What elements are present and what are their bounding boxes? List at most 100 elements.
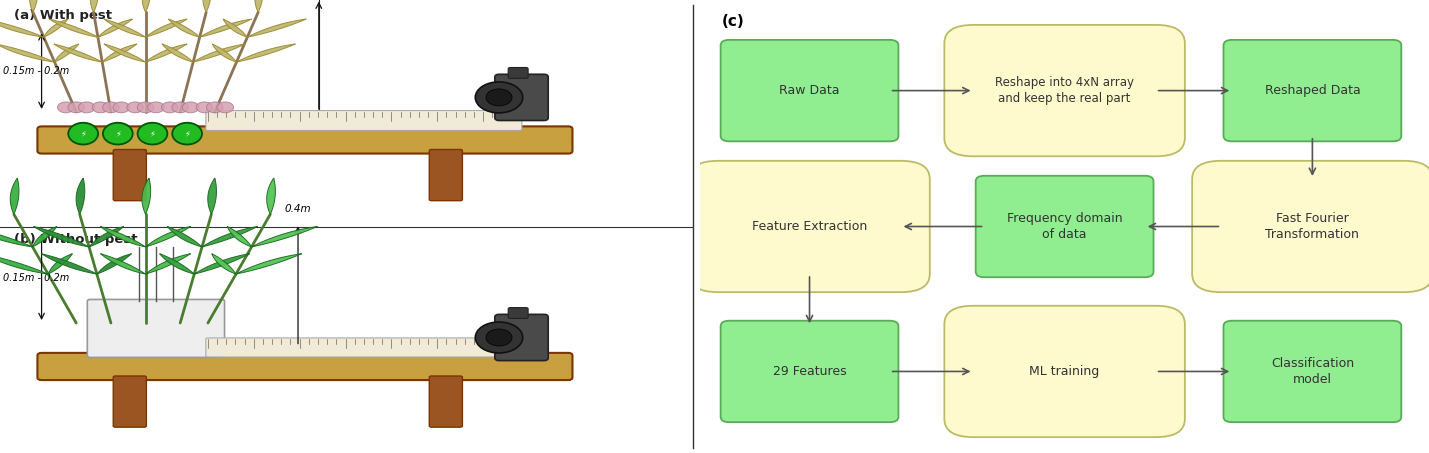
FancyBboxPatch shape xyxy=(429,376,463,427)
Circle shape xyxy=(486,89,512,106)
PathPatch shape xyxy=(103,44,137,62)
PathPatch shape xyxy=(237,44,296,62)
PathPatch shape xyxy=(167,226,201,247)
Circle shape xyxy=(183,102,199,113)
Circle shape xyxy=(93,102,109,113)
PathPatch shape xyxy=(143,0,150,12)
PathPatch shape xyxy=(207,178,216,214)
FancyBboxPatch shape xyxy=(1223,321,1402,422)
Text: Reshaped Data: Reshaped Data xyxy=(1265,84,1360,97)
FancyBboxPatch shape xyxy=(206,338,522,357)
FancyBboxPatch shape xyxy=(976,176,1153,277)
Text: ⚡: ⚡ xyxy=(150,129,156,138)
PathPatch shape xyxy=(0,19,44,37)
FancyBboxPatch shape xyxy=(37,353,573,380)
PathPatch shape xyxy=(54,44,103,62)
PathPatch shape xyxy=(201,226,257,247)
PathPatch shape xyxy=(89,226,124,247)
Text: (a) With pest: (a) With pest xyxy=(14,9,111,22)
FancyBboxPatch shape xyxy=(720,321,899,422)
Text: Fast Fourier
Transformation: Fast Fourier Transformation xyxy=(1266,212,1359,241)
PathPatch shape xyxy=(146,254,190,274)
Text: 0.4m: 0.4m xyxy=(284,204,312,214)
PathPatch shape xyxy=(141,178,150,214)
Text: 29 Features: 29 Features xyxy=(773,365,846,378)
PathPatch shape xyxy=(169,19,200,37)
FancyBboxPatch shape xyxy=(37,126,573,154)
Ellipse shape xyxy=(173,123,201,145)
PathPatch shape xyxy=(236,254,302,274)
FancyBboxPatch shape xyxy=(509,308,529,318)
PathPatch shape xyxy=(203,0,211,12)
PathPatch shape xyxy=(193,44,246,62)
PathPatch shape xyxy=(146,44,187,62)
PathPatch shape xyxy=(99,19,133,37)
FancyBboxPatch shape xyxy=(1223,40,1402,141)
PathPatch shape xyxy=(223,19,247,37)
PathPatch shape xyxy=(49,254,73,274)
Circle shape xyxy=(69,102,84,113)
Text: (c): (c) xyxy=(722,14,745,29)
Circle shape xyxy=(476,322,523,353)
FancyBboxPatch shape xyxy=(494,314,549,361)
PathPatch shape xyxy=(211,254,236,274)
PathPatch shape xyxy=(267,178,276,214)
Circle shape xyxy=(79,102,94,113)
FancyBboxPatch shape xyxy=(429,149,463,201)
FancyBboxPatch shape xyxy=(113,149,146,201)
Text: 0.15m - 0.2m: 0.15m - 0.2m xyxy=(3,273,70,283)
Text: ⚡: ⚡ xyxy=(114,129,121,138)
PathPatch shape xyxy=(97,254,131,274)
PathPatch shape xyxy=(104,44,146,62)
Circle shape xyxy=(171,102,189,113)
Circle shape xyxy=(486,329,512,346)
PathPatch shape xyxy=(100,254,146,274)
Text: ⚡: ⚡ xyxy=(184,129,190,138)
PathPatch shape xyxy=(247,19,306,37)
Circle shape xyxy=(196,102,213,113)
Circle shape xyxy=(147,102,164,113)
FancyBboxPatch shape xyxy=(945,25,1185,156)
PathPatch shape xyxy=(10,178,19,214)
PathPatch shape xyxy=(146,226,190,247)
PathPatch shape xyxy=(50,19,99,37)
PathPatch shape xyxy=(104,19,146,37)
Circle shape xyxy=(161,102,179,113)
Circle shape xyxy=(217,102,233,113)
PathPatch shape xyxy=(254,0,263,12)
Text: (b) Without pest: (b) Without pest xyxy=(14,233,137,246)
Text: Frequency domain
of data: Frequency domain of data xyxy=(1007,212,1122,241)
PathPatch shape xyxy=(30,0,37,12)
Ellipse shape xyxy=(69,123,99,145)
PathPatch shape xyxy=(161,44,193,62)
Circle shape xyxy=(127,102,143,113)
FancyBboxPatch shape xyxy=(206,111,522,130)
FancyBboxPatch shape xyxy=(1192,161,1429,292)
Text: 0.15m - 0.2m: 0.15m - 0.2m xyxy=(3,66,70,76)
PathPatch shape xyxy=(0,226,33,247)
PathPatch shape xyxy=(146,19,187,37)
PathPatch shape xyxy=(0,44,54,62)
PathPatch shape xyxy=(44,19,69,37)
FancyBboxPatch shape xyxy=(720,40,899,141)
PathPatch shape xyxy=(200,19,252,37)
PathPatch shape xyxy=(41,254,97,274)
PathPatch shape xyxy=(227,226,252,247)
Text: Reshape into 4xN array
and keep the real part: Reshape into 4xN array and keep the real… xyxy=(995,76,1135,105)
FancyBboxPatch shape xyxy=(509,67,529,78)
PathPatch shape xyxy=(100,226,146,247)
Circle shape xyxy=(103,102,119,113)
Circle shape xyxy=(57,102,74,113)
PathPatch shape xyxy=(194,254,250,274)
PathPatch shape xyxy=(76,178,84,214)
Circle shape xyxy=(137,102,154,113)
FancyBboxPatch shape xyxy=(494,74,549,120)
Text: Classification
model: Classification model xyxy=(1270,357,1353,386)
Text: Raw Data: Raw Data xyxy=(779,84,840,97)
FancyBboxPatch shape xyxy=(689,161,930,292)
PathPatch shape xyxy=(252,226,317,247)
Circle shape xyxy=(207,102,223,113)
Ellipse shape xyxy=(137,123,167,145)
PathPatch shape xyxy=(34,226,89,247)
PathPatch shape xyxy=(54,44,79,62)
